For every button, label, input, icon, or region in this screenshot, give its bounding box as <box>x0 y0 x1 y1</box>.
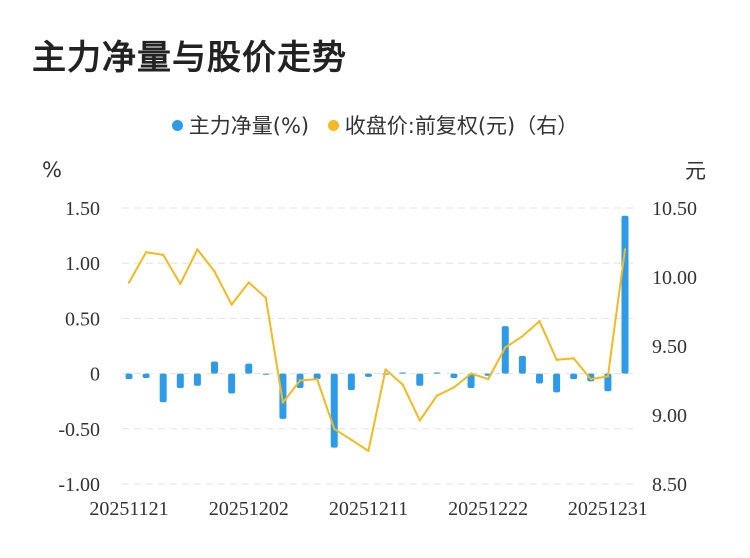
right-axis-unit: 元 <box>685 159 706 183</box>
line-point <box>435 394 439 397</box>
line-point <box>196 248 199 251</box>
bar <box>330 373 338 448</box>
bar <box>159 373 167 403</box>
legend-item-net-flow[interactable]: 主力净量(%) <box>171 110 310 140</box>
left-tick-label: 0.50 <box>65 308 100 330</box>
line-point <box>213 270 216 273</box>
line-point <box>486 377 490 381</box>
bar <box>228 373 236 394</box>
legend-dot-net-flow <box>171 119 183 131</box>
line-point <box>230 303 233 306</box>
x-tick-label: 20251211 <box>329 498 408 520</box>
line-point <box>469 372 473 375</box>
line-point <box>623 248 627 251</box>
right-tick-label: 9.50 <box>652 336 687 358</box>
line-point <box>384 368 387 371</box>
line-point <box>247 281 250 284</box>
line-series <box>127 248 627 453</box>
bar <box>142 373 150 379</box>
bar <box>553 373 561 393</box>
bar <box>364 373 372 377</box>
chart-title: 主力净量与股价走势 <box>32 38 347 78</box>
legend-dot-close-price <box>327 119 339 131</box>
bar <box>467 373 475 388</box>
left-tick-label: 1.00 <box>65 253 100 275</box>
bar <box>211 361 219 374</box>
legend-label-net-flow: 主力净量(%) <box>188 114 310 138</box>
line-point <box>350 438 353 442</box>
line-point <box>555 358 558 361</box>
axis-layer: % 元 1.50 1.00 0.50 0 -0.50 -1.00 10.50 10.00 9.5… <box>42 158 706 520</box>
right-tick-label: 10.50 <box>652 198 697 220</box>
chart-legend: 主力净量(%) 收盘价:前复权(元)（右） <box>0 110 750 140</box>
bar <box>279 373 287 419</box>
line-point <box>162 253 165 257</box>
x-tick-label: 20251231 <box>568 498 648 520</box>
legend-item-close-price[interactable]: 收盘价:前复权(元)（右） <box>327 110 579 140</box>
line-point <box>281 401 285 404</box>
line-point <box>367 449 370 453</box>
legend-label-close-price: 收盘价:前复权(元)（右） <box>344 114 579 138</box>
bar <box>621 215 629 374</box>
line-point <box>418 419 421 422</box>
bar <box>604 373 612 392</box>
right-tick-label: 9.00 <box>652 405 687 427</box>
line-point <box>179 282 182 286</box>
line-point <box>538 319 541 323</box>
bar <box>501 326 509 374</box>
bar <box>399 372 407 374</box>
left-tick-label: 0 <box>90 364 100 386</box>
bar <box>518 355 526 374</box>
left-axis-unit: % <box>42 158 62 182</box>
x-tick-label: 20251121 <box>89 498 168 520</box>
bar <box>313 373 321 380</box>
line-point <box>315 377 319 381</box>
bar <box>193 373 201 386</box>
line-point <box>589 377 592 381</box>
bar <box>176 373 184 388</box>
grid-layer <box>122 207 635 485</box>
left-tick-label: 1.50 <box>65 198 100 220</box>
line-point <box>333 427 336 430</box>
x-tick-label: 20251222 <box>448 498 528 520</box>
line-point <box>504 346 507 349</box>
line-point <box>298 379 302 382</box>
bar <box>245 363 253 374</box>
line-point <box>144 250 148 254</box>
line-point <box>606 375 610 378</box>
x-tick-label: 20251202 <box>209 498 289 520</box>
left-tick-label: -0.50 <box>58 419 100 441</box>
bar <box>416 373 424 386</box>
left-tick-label: -1.00 <box>58 474 100 496</box>
price-line <box>128 248 626 452</box>
line-point <box>521 335 524 338</box>
line-point <box>452 386 456 389</box>
bar <box>570 373 578 380</box>
bar <box>450 373 458 379</box>
line-point <box>127 281 131 284</box>
right-tick-label: 10.00 <box>652 267 697 289</box>
right-tick-label: 8.50 <box>652 474 687 496</box>
bar <box>262 373 270 375</box>
bar <box>347 373 355 391</box>
bar <box>535 373 543 384</box>
line-point <box>572 357 575 360</box>
bar <box>125 373 133 380</box>
bar <box>433 372 441 374</box>
line-point <box>264 296 268 299</box>
line-point <box>401 383 404 386</box>
